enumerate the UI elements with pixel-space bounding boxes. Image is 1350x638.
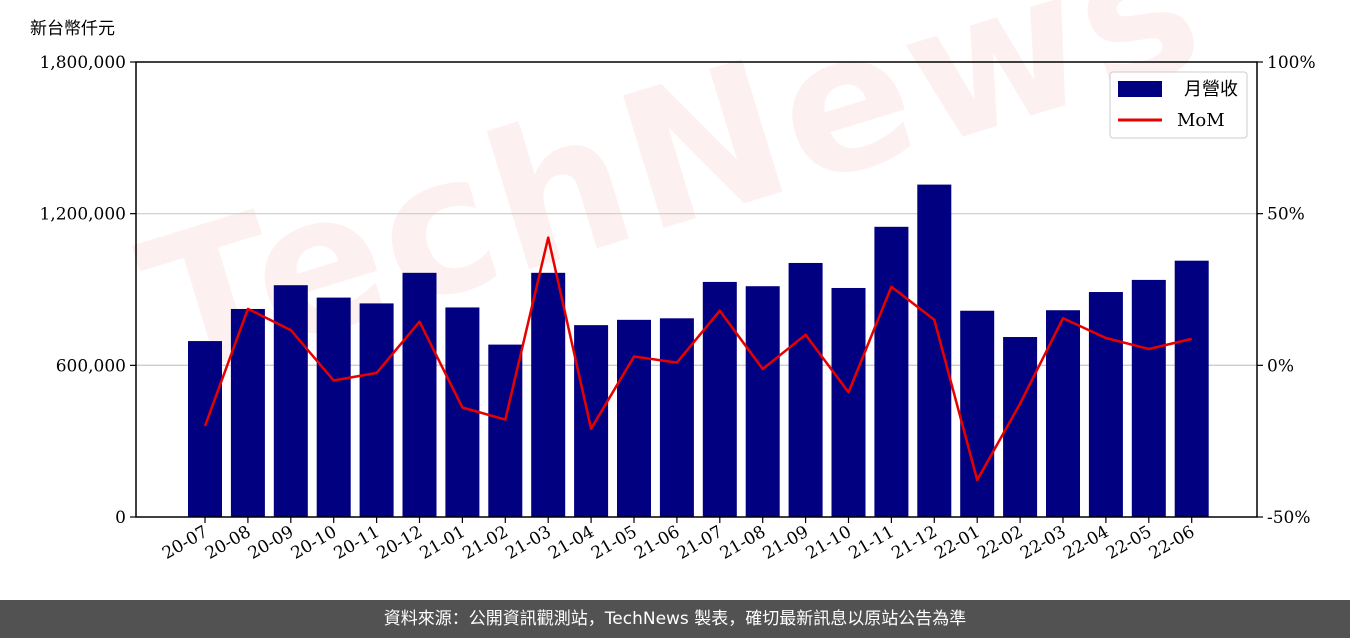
x-tick-label: 20-12 — [374, 522, 426, 564]
y-right-tick-label: 0% — [1267, 356, 1294, 376]
y-left-tick-label: 0 — [115, 508, 126, 528]
y-left-tick-label: 600,000 — [56, 356, 126, 376]
legend-label-revenue: 月營收 — [1184, 79, 1238, 100]
y-left-tick-label: 1,200,000 — [39, 205, 126, 225]
x-tick-label: 21-09 — [760, 522, 812, 564]
bar — [531, 272, 566, 517]
x-tick-label: 21-04 — [545, 522, 597, 564]
mom-line — [203, 236, 1192, 482]
mom-line-series — [203, 236, 1192, 482]
x-tick-label: 21-12 — [888, 522, 940, 564]
plot-frame — [135, 61, 1258, 518]
x-tick-label: 20-07 — [159, 522, 211, 564]
x-tick-label: 21-08 — [717, 522, 769, 564]
bar — [230, 308, 265, 517]
source-footer: 資料來源：公開資訊觀測站，TechNews 製表，確切最新訊息以原站公告為準 — [0, 600, 1350, 638]
bar — [745, 286, 780, 517]
x-tick-label: 20-10 — [288, 522, 340, 564]
y-axis-unit-label: 新台幣仟元 — [30, 19, 115, 39]
bar — [402, 272, 437, 517]
x-tick-label: 22-02 — [974, 522, 1026, 564]
x-tick-label: 22-03 — [1017, 522, 1069, 564]
legend-label-mom: MoM — [1177, 110, 1225, 131]
bar — [917, 184, 952, 517]
x-tick-label: 21-01 — [416, 522, 468, 564]
bar — [1088, 292, 1123, 517]
legend: 月營收 MoM — [1109, 71, 1248, 139]
y-right-tick-label: -50% — [1267, 508, 1311, 528]
bar — [831, 287, 866, 517]
y-left-tick-label: 1,800,000 — [39, 53, 126, 73]
bar — [1046, 310, 1080, 517]
bar — [788, 262, 823, 517]
bar — [316, 297, 351, 517]
bar — [874, 226, 909, 518]
x-tick-label: 21-02 — [459, 522, 511, 564]
bar — [1174, 260, 1209, 517]
x-tick-label: 22-04 — [1060, 522, 1112, 564]
x-tick-label: 22-06 — [1146, 522, 1198, 564]
x-tick-label: 21-05 — [588, 522, 640, 564]
bar — [1131, 279, 1166, 517]
bar — [659, 318, 694, 517]
bar — [617, 319, 651, 517]
bar — [702, 281, 737, 517]
bar — [359, 303, 394, 517]
x-tick-label: 22-01 — [931, 522, 983, 564]
bar — [1003, 337, 1038, 517]
x-tick-label: 21-10 — [803, 522, 855, 564]
legend-swatch-bar — [1118, 81, 1162, 97]
bar — [273, 285, 308, 517]
x-tick-label: 20-11 — [331, 522, 383, 564]
x-tick-label: 20-08 — [202, 522, 254, 564]
bar — [960, 310, 995, 517]
x-tick-label: 21-06 — [631, 522, 683, 564]
x-tick-label: 21-11 — [845, 522, 897, 564]
x-tick-label: 21-03 — [502, 522, 554, 564]
bar-series — [188, 184, 1209, 518]
x-tick-label: 21-07 — [674, 522, 726, 564]
x-tick-label: 20-09 — [245, 522, 297, 564]
bar — [445, 307, 480, 517]
y-right-tick-label: 50% — [1267, 205, 1305, 225]
x-tick-label: 22-05 — [1103, 522, 1155, 564]
y-right-tick-label: 100% — [1267, 53, 1316, 73]
bar — [188, 341, 222, 517]
bar — [574, 325, 609, 517]
chart: 0 600,000 1,200,000 1,800,000 -50% 0% 50% 100% 2… — [39, 53, 1316, 564]
